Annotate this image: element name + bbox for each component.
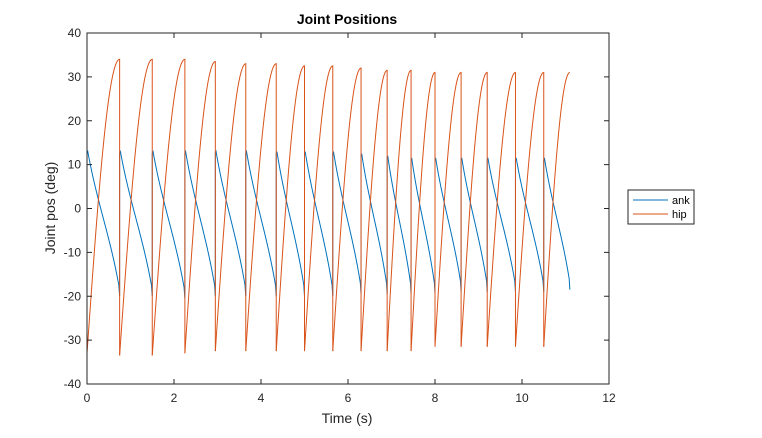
- hip-cycle-line: [275, 65, 305, 352]
- legend-label-hip: hip: [672, 209, 687, 221]
- ank-cycle-line: [86, 149, 121, 297]
- series-hip: [86, 58, 571, 356]
- hip-cycle-line: [514, 71, 545, 347]
- ank-cycle-line: [275, 151, 305, 297]
- y-tick-label: -40: [64, 377, 82, 391]
- ank-cycle-line: [514, 157, 545, 292]
- ank-cycle-line: [245, 149, 277, 297]
- legend: ank hip: [627, 189, 695, 225]
- hip-cycle-line: [360, 69, 388, 352]
- hip-cycle-line: [184, 60, 216, 354]
- ank-cycle-line: [386, 155, 412, 295]
- y-tick-label: 10: [68, 158, 82, 172]
- hip-cycle-line: [119, 58, 153, 356]
- ank-cycle-line: [119, 149, 153, 297]
- hip-cycle-line: [410, 71, 436, 352]
- series-ank: [86, 149, 571, 299]
- y-tick-label: -30: [64, 333, 82, 347]
- ank-cycle-line: [486, 157, 516, 292]
- legend-box: [627, 189, 695, 225]
- ank-cycle-line: [360, 153, 388, 295]
- x-tick-label: 4: [258, 391, 265, 405]
- y-tick-label: -10: [64, 245, 82, 259]
- y-tick-label: 40: [68, 26, 82, 40]
- ank-cycle-line: [184, 149, 216, 297]
- x-tick-label: 10: [515, 391, 529, 405]
- y-tick-label: 30: [68, 70, 82, 84]
- ank-cycle-line: [214, 149, 247, 297]
- y-tick-label: -20: [64, 289, 82, 303]
- y-tick-label: 20: [68, 114, 82, 128]
- hip-cycle-line: [486, 71, 516, 347]
- hip-cycle-line: [86, 58, 121, 356]
- x-tick-label: 12: [602, 391, 616, 405]
- plot-area: [87, 33, 609, 384]
- x-tick-label: 0: [84, 391, 91, 405]
- hip-cycle-line: [151, 58, 186, 356]
- ank-cycle-line: [434, 157, 462, 292]
- hip-cycle-line: [386, 69, 412, 352]
- y-axis-title: Joint pos (deg): [42, 162, 58, 255]
- hip-cycle-line: [332, 67, 362, 352]
- ank-cycle-line: [151, 150, 186, 299]
- chart-title: Joint Positions: [297, 11, 398, 27]
- hip-cycle-line: [214, 63, 247, 352]
- x-tick-label: 8: [432, 391, 439, 405]
- hip-cycle-line: [245, 63, 277, 352]
- hip-cycle-line: [304, 65, 334, 352]
- ank-cycle-line: [543, 157, 571, 290]
- ank-cycle-line: [332, 151, 362, 295]
- x-tick-label: 2: [171, 391, 178, 405]
- ank-cycle-line: [304, 151, 334, 297]
- hip-cycle-line: [460, 71, 488, 347]
- ank-cycle-line: [410, 157, 436, 295]
- ank-cycle-line: [460, 157, 488, 292]
- x-axis-title: Time (s): [322, 410, 373, 426]
- hip-cycle-line: [543, 72, 571, 347]
- hip-cycle-line: [434, 71, 462, 347]
- x-tick-label: 6: [345, 391, 352, 405]
- legend-label-ank: ank: [672, 195, 690, 207]
- y-tick-label: 0: [74, 202, 81, 216]
